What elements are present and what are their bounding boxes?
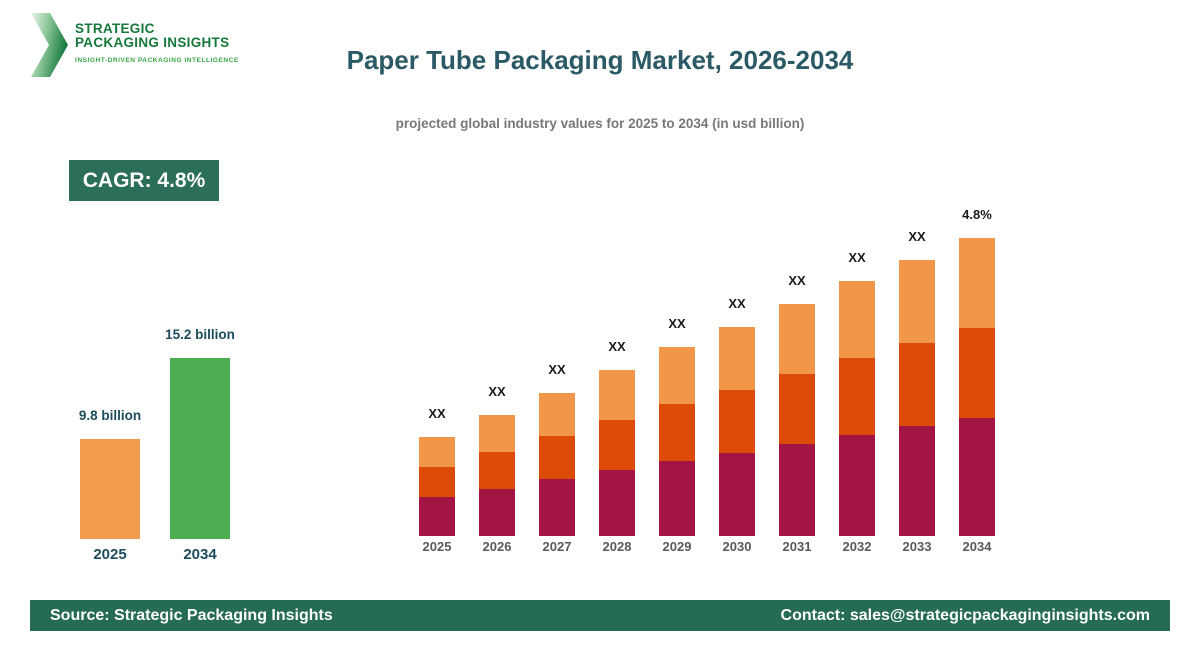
stacked-bar-2030-middle-segment-unlabeled bbox=[719, 390, 755, 453]
stacked-bar-chart: XX 2025 XX 2026 XX 2027 XX 2028 XX 2029 XX 2030 XX 20… bbox=[419, 207, 995, 554]
footer-contact-text: Contact: sales@strategicpackaginginsight… bbox=[780, 606, 1150, 624]
stacked-bar-2027-middle-segment-unlabeled bbox=[539, 436, 575, 479]
logo: STRATEGIC PACKAGING INSIGHTS INSIGHT-DRI… bbox=[30, 13, 239, 77]
stacked-bar-2029-bottom-segment-unlabeled bbox=[659, 461, 695, 536]
stacked-bar-2026-middle-segment-unlabeled bbox=[479, 452, 515, 489]
stacked-bar-column-2033: XX 2033 bbox=[899, 229, 935, 554]
stacked-bar-data-label-2034: 4.8% bbox=[962, 207, 992, 222]
summary-bar-value-label-2025: 9.8 billion bbox=[78, 408, 142, 423]
stacked-bar-year-label-2027: 2027 bbox=[542, 539, 572, 554]
stacked-bar-2031-bottom-segment-unlabeled bbox=[779, 444, 815, 536]
stacked-bar-data-label-2028: XX bbox=[608, 339, 626, 354]
stacked-bar-data-label-2029: XX bbox=[668, 316, 686, 331]
stacked-bar-data-label-2025: XX bbox=[428, 406, 446, 421]
stacked-bar-column-2026: XX 2026 bbox=[479, 384, 515, 554]
stacked-bar-year-label-2030: 2030 bbox=[722, 539, 752, 554]
stacked-bar-2028-bottom-segment-unlabeled bbox=[599, 470, 635, 536]
stacked-bar-2031-top-segment-unlabeled bbox=[779, 304, 815, 374]
cagr-badge: CAGR: 4.8% bbox=[69, 160, 219, 201]
stacked-bar-year-label-2032: 2032 bbox=[842, 539, 872, 554]
stacked-bar-year-label-2034: 2034 bbox=[962, 539, 992, 554]
summary-bar-value-label-2034: 15.2 billion bbox=[165, 327, 235, 342]
stacked-bar-column-2027: XX 2027 bbox=[539, 362, 575, 554]
stacked-bar-data-label-2027: XX bbox=[548, 362, 566, 377]
summary-bar-column-2034: 15.2 billion 2034 bbox=[150, 327, 250, 563]
stacked-bar-column-2030: XX 2030 bbox=[719, 296, 755, 554]
stacked-bar-year-label-2031: 2031 bbox=[782, 539, 812, 554]
stacked-bar-column-2031: XX 2031 bbox=[779, 273, 815, 554]
stacked-bar-2033-middle-segment-unlabeled bbox=[899, 343, 935, 426]
stacked-bar-2034-bottom-segment-unlabeled bbox=[959, 418, 995, 536]
stacked-bar-2033-bottom-segment-unlabeled bbox=[899, 426, 935, 536]
footer-source-text: Source: Strategic Packaging Insights bbox=[50, 606, 333, 624]
stacked-bar-2031-middle-segment-unlabeled bbox=[779, 374, 815, 444]
logo-text: STRATEGIC PACKAGING INSIGHTS INSIGHT-DRI… bbox=[75, 13, 239, 65]
stacked-bar-data-label-2026: XX bbox=[488, 384, 506, 399]
stacked-bar-data-label-2030: XX bbox=[728, 296, 746, 311]
stacked-bar-2032-top-segment-unlabeled bbox=[839, 281, 875, 358]
logo-tagline: INSIGHT-DRIVEN PACKAGING INTELLIGENCE bbox=[75, 57, 239, 64]
stacked-bar-data-label-2031: XX bbox=[788, 273, 806, 288]
summary-bar-year-label-2034: 2034 bbox=[183, 546, 217, 563]
summary-bar-2034 bbox=[170, 358, 230, 539]
stacked-bar-2030-bottom-segment-unlabeled bbox=[719, 453, 755, 536]
stacked-bar-2025-bottom-segment-unlabeled bbox=[419, 497, 455, 536]
summary-bar-column-2025: 9.8 billion 2025 bbox=[60, 408, 160, 563]
stacked-bar-2029-middle-segment-unlabeled bbox=[659, 404, 695, 461]
stacked-bar-year-label-2033: 2033 bbox=[902, 539, 932, 554]
stacked-bar-2032-middle-segment-unlabeled bbox=[839, 358, 875, 435]
stacked-bar-column-2029: XX 2029 bbox=[659, 316, 695, 554]
stacked-bar-2027-bottom-segment-unlabeled bbox=[539, 479, 575, 536]
stacked-bar-2033-top-segment-unlabeled bbox=[899, 260, 935, 343]
footer-bar: Source: Strategic Packaging Insights Con… bbox=[30, 600, 1170, 631]
page-title: Paper Tube Packaging Market, 2026-2034 bbox=[346, 45, 854, 75]
logo-line1: STRATEGIC bbox=[75, 21, 155, 36]
stacked-bar-year-label-2028: 2028 bbox=[602, 539, 632, 554]
stacked-bar-year-label-2026: 2026 bbox=[482, 539, 512, 554]
stacked-bar-column-2032: XX 2032 bbox=[839, 250, 875, 554]
stacked-bar-column-2028: XX 2028 bbox=[599, 339, 635, 554]
stacked-bar-2034-top-segment-unlabeled bbox=[959, 238, 995, 328]
stacked-bar-2029-top-segment-unlabeled bbox=[659, 347, 695, 404]
logo-chevron-icon bbox=[30, 13, 68, 77]
stacked-bar-2025-top-segment-unlabeled bbox=[419, 437, 455, 467]
stacked-bar-2028-top-segment-unlabeled bbox=[599, 370, 635, 420]
stacked-bar-2026-bottom-segment-unlabeled bbox=[479, 489, 515, 536]
page-subtitle: projected global industry values for 202… bbox=[395, 116, 805, 131]
stacked-bar-2032-bottom-segment-unlabeled bbox=[839, 435, 875, 536]
summary-bar-year-label-2025: 2025 bbox=[93, 546, 127, 563]
stacked-bar-year-label-2029: 2029 bbox=[662, 539, 692, 554]
stacked-bar-year-label-2025: 2025 bbox=[422, 539, 452, 554]
stacked-bar-2027-top-segment-unlabeled bbox=[539, 393, 575, 436]
stacked-bar-2025-middle-segment-unlabeled bbox=[419, 467, 455, 497]
summary-bar-2025 bbox=[80, 439, 140, 539]
logo-line2: PACKAGING INSIGHTS bbox=[75, 35, 230, 50]
stacked-bar-column-2025: XX 2025 bbox=[419, 406, 455, 554]
stacked-bar-data-label-2032: XX bbox=[848, 250, 866, 265]
stacked-bar-data-label-2033: XX bbox=[908, 229, 926, 244]
stacked-bar-2026-top-segment-unlabeled bbox=[479, 415, 515, 452]
stacked-bar-2028-middle-segment-unlabeled bbox=[599, 420, 635, 470]
stacked-bar-column-2034: 4.8% 2034 bbox=[959, 207, 995, 554]
stacked-bar-2034-middle-segment-unlabeled bbox=[959, 328, 995, 418]
stacked-bar-2030-top-segment-unlabeled bbox=[719, 327, 755, 390]
